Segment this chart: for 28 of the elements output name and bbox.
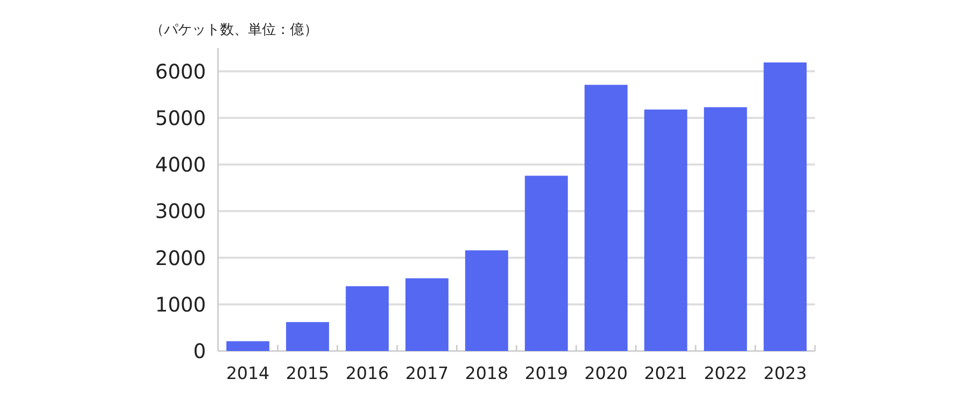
bar xyxy=(524,176,568,351)
y-tick-label: 6000 xyxy=(155,59,206,84)
chart-title: （パケット数、単位：億） xyxy=(150,22,318,38)
x-tick-label: 2022 xyxy=(704,364,748,384)
bar xyxy=(286,322,330,351)
bar xyxy=(346,286,389,351)
x-tick-label: 2023 xyxy=(764,364,807,384)
x-tick-label: 2018 xyxy=(465,364,508,384)
bar xyxy=(584,84,628,351)
x-tick-label: 2015 xyxy=(286,364,330,384)
y-tick-label: 5000 xyxy=(155,106,206,130)
y-tick-label: 3000 xyxy=(155,199,206,224)
x-tick-label: 2017 xyxy=(405,364,449,384)
x-tick-label: 2019 xyxy=(524,364,568,384)
x-tick-label: 2020 xyxy=(584,364,628,384)
y-tick-label: 1000 xyxy=(155,292,206,316)
bar xyxy=(465,250,508,351)
x-tick-label: 2016 xyxy=(346,364,389,384)
y-tick-label: 4000 xyxy=(155,152,206,177)
x-tick-label: 2021 xyxy=(644,364,688,384)
x-tick-label: 2014 xyxy=(226,364,270,384)
bar xyxy=(226,341,270,351)
bar xyxy=(644,110,688,351)
bar xyxy=(764,62,807,351)
bar xyxy=(405,278,448,351)
y-tick-label: 0 xyxy=(193,339,206,363)
y-tick-label: 2000 xyxy=(155,246,206,270)
bar xyxy=(704,107,747,351)
